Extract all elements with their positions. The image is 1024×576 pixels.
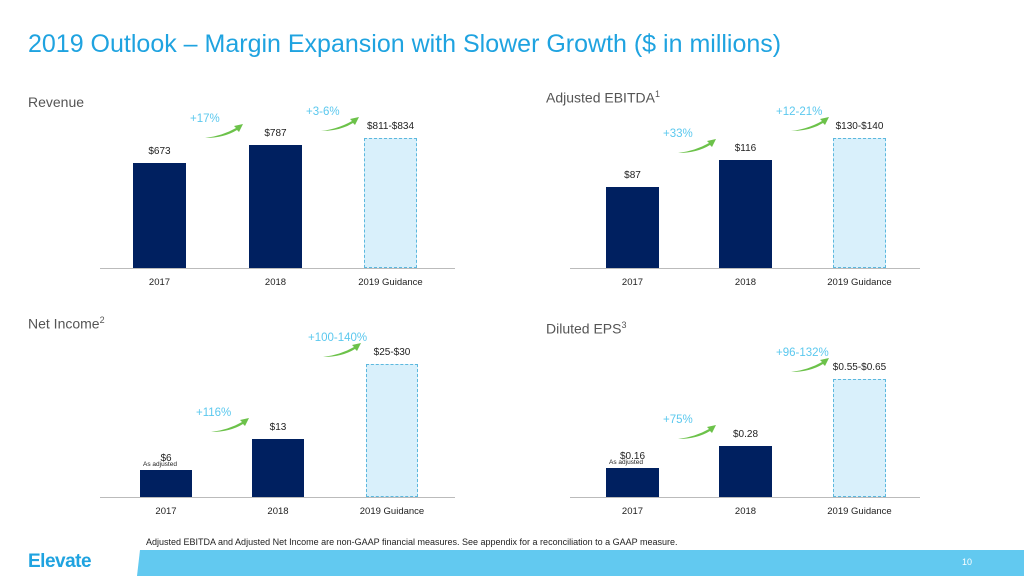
- panel-title-text: Adjusted EBITDA: [546, 89, 655, 106]
- value-label: $811-$834: [366, 121, 415, 132]
- value-label: $0.16: [619, 450, 646, 462]
- panel-title: Adjusted EBITDA1: [546, 89, 660, 106]
- category-label: 2018: [267, 506, 289, 517]
- footnote: Adjusted EBITDA and Adjusted Net Income …: [146, 537, 678, 547]
- logo: Elevate: [28, 551, 92, 572]
- growth-label: +100-140%: [308, 332, 368, 344]
- value-label: $6: [160, 453, 172, 465]
- bar: [606, 467, 659, 497]
- panel-title-text: Revenue: [28, 94, 85, 110]
- value-label: $87: [624, 170, 641, 182]
- growth-label: +96-132%: [776, 347, 829, 359]
- x-axis: [570, 497, 920, 498]
- category-label: 2017: [621, 277, 644, 288]
- panel-title-text: Net Income: [28, 315, 100, 332]
- value-label: $0.28: [732, 429, 759, 441]
- panel-title-text: Diluted EPS: [546, 320, 622, 337]
- x-axis: [100, 497, 455, 498]
- bar: [606, 187, 659, 268]
- value-label: $787: [264, 128, 287, 140]
- category-label: 2017: [621, 506, 644, 517]
- guidance-bar: [833, 138, 886, 268]
- page-title: 2019 Outlook – Margin Expansion with Slo…: [28, 30, 782, 58]
- panel-title: Diluted EPS3: [546, 320, 627, 337]
- bar: [719, 160, 772, 268]
- x-axis: [570, 268, 920, 269]
- category-label: 2019 Guidance: [827, 506, 892, 517]
- panel-title: Net Income2: [28, 315, 105, 332]
- growth-arrow-icon: [790, 116, 830, 137]
- bar: [133, 163, 186, 268]
- footnote-marker: 3: [621, 320, 627, 330]
- value-label: $116: [734, 143, 757, 155]
- growth-arrow-icon: [322, 342, 362, 363]
- category-label: 2019 Guidance: [359, 506, 425, 517]
- growth-label: +17%: [190, 113, 220, 126]
- panel-title: Revenue: [28, 94, 84, 110]
- category-label: 2017: [148, 277, 171, 288]
- growth-arrow-icon: [790, 357, 830, 378]
- growth-label: +3-6%: [306, 106, 340, 118]
- bar: [249, 145, 302, 268]
- bar: [140, 470, 192, 497]
- value-label: $25-$30: [373, 347, 411, 358]
- guidance-bar: [833, 379, 886, 497]
- value-label: $13: [269, 422, 287, 434]
- guidance-bar: [364, 138, 417, 268]
- growth-label: +33%: [663, 128, 693, 141]
- growth-arrow-icon: [677, 424, 717, 445]
- footer-bar: [137, 550, 1024, 576]
- growth-label: +75%: [663, 414, 693, 427]
- category-label: 2017: [155, 506, 177, 517]
- as-adjusted-note: As adjusted: [143, 461, 177, 469]
- growth-arrow-icon: [677, 138, 717, 159]
- category-label: 2018: [734, 277, 757, 288]
- growth-arrow-icon: [210, 417, 250, 438]
- category-label: 2018: [734, 506, 757, 517]
- value-label: $673: [148, 146, 171, 158]
- footnote-marker: 1: [654, 89, 660, 99]
- category-label: 2018: [264, 277, 287, 288]
- category-label: 2019 Guidance: [827, 277, 892, 288]
- guidance-bar: [366, 364, 418, 497]
- value-label: $130-$140: [835, 121, 884, 132]
- bar: [719, 446, 772, 497]
- category-label: 2019 Guidance: [358, 277, 423, 288]
- bar: [252, 439, 304, 497]
- footnote-marker: 2: [99, 315, 105, 325]
- as-adjusted-note: As adjusted: [609, 458, 643, 466]
- value-label: $0.55-$0.65: [832, 362, 887, 373]
- page-number: 10: [961, 557, 972, 567]
- growth-label: +116%: [196, 407, 232, 420]
- x-axis: [100, 268, 455, 269]
- growth-label: +12-21%: [776, 106, 823, 118]
- growth-arrow-icon: [320, 116, 360, 137]
- growth-arrow-icon: [204, 123, 244, 144]
